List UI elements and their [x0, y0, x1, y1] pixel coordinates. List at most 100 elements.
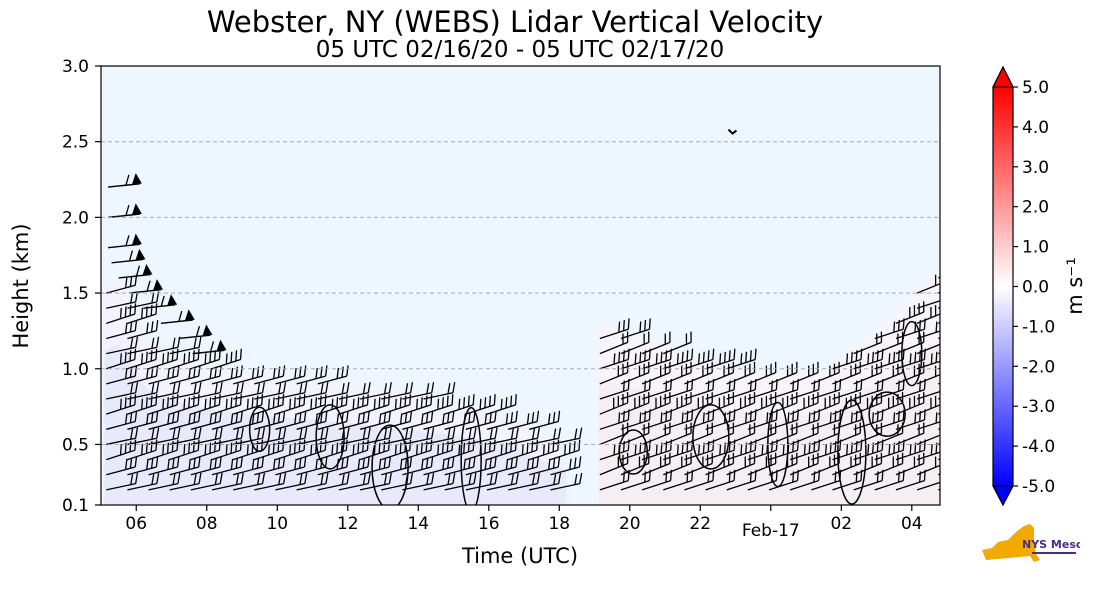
- x-axis-label: Time (UTC): [461, 544, 578, 568]
- wind-barb: [127, 456, 159, 476]
- contour-line: [692, 404, 730, 470]
- wind-barb: [296, 427, 329, 446]
- wind-barb: [663, 331, 692, 355]
- wind-barb: [423, 394, 454, 415]
- y-tick-label: 3.0: [62, 57, 89, 77]
- wind-barb: [359, 394, 390, 415]
- wind-barb: [127, 336, 160, 355]
- wind-barb: [106, 394, 137, 415]
- wind-barb: [381, 410, 413, 430]
- wind-barb: [402, 472, 435, 491]
- wind-barb: [275, 456, 307, 476]
- wind-barb: [317, 382, 350, 400]
- x-tick-label: 04: [901, 514, 923, 534]
- wind-barb: [275, 394, 306, 415]
- x-tick-label: 08: [196, 514, 218, 534]
- wind-barb: [359, 410, 392, 430]
- wind-barb: [663, 392, 692, 415]
- wind-barb: [916, 412, 940, 430]
- wind-barbs: [106, 173, 940, 491]
- wind-barb: [916, 479, 940, 491]
- wind-barb: [169, 456, 201, 476]
- new-york-state-shape-icon: [982, 524, 1040, 562]
- wind-barb: [832, 361, 861, 385]
- wind-barb: [106, 336, 139, 355]
- wind-barb: [338, 439, 369, 461]
- wind-barb: [106, 410, 138, 430]
- wind-barb: [296, 382, 329, 400]
- wind-flag-barb: [118, 263, 153, 279]
- wind-barb: [211, 439, 242, 461]
- colorbar-tick-label: 0.0: [1022, 278, 1049, 298]
- wind-barb: [916, 298, 940, 309]
- wind-flag-barb: [111, 248, 146, 264]
- contour-line: [901, 320, 923, 387]
- plot-frame: [100, 65, 941, 506]
- wind-barb: [254, 394, 285, 415]
- x-tick-label: 06: [125, 514, 147, 534]
- contour-line: [618, 429, 649, 475]
- wind-barb: [190, 394, 221, 415]
- chart-title: Webster, NY (WEBS) Lidar Vertical Veloci…: [207, 5, 823, 39]
- y-tick-label: 1.5: [62, 284, 89, 304]
- wind-barb: [211, 472, 244, 491]
- wind-barb: [620, 392, 650, 415]
- wind-flag-barb: [178, 324, 213, 340]
- contour-line: [460, 406, 482, 505]
- wind-barb: [254, 427, 287, 446]
- wind-barb: [423, 472, 456, 491]
- wind-barb: [338, 472, 371, 491]
- wind-barb: [811, 392, 840, 415]
- wind-barb: [211, 382, 244, 400]
- wind-barb: [705, 361, 735, 385]
- wind-flag-barb: [129, 279, 164, 294]
- wind-barb: [444, 427, 477, 446]
- wind-barb: [465, 394, 496, 415]
- x-tick-label: 22: [689, 514, 711, 534]
- y-axis-label: Height (km): [9, 223, 33, 348]
- colorbar-tick-label: -4.0: [1022, 437, 1055, 457]
- isolated-return: [727, 128, 738, 135]
- wind-barb: [705, 348, 736, 370]
- wind-barb: [296, 410, 328, 430]
- wind-barb: [599, 318, 630, 340]
- wind-barb: [317, 394, 348, 415]
- wind-barb: [275, 410, 307, 430]
- wind-barb: [916, 351, 940, 370]
- nys-mesonet-logo: NYS Mesonet: [982, 524, 1080, 562]
- wind-barb: [916, 424, 940, 446]
- wind-barb: [190, 439, 221, 461]
- wind-barb: [211, 348, 242, 370]
- colorbar-tick-label: -3.0: [1022, 397, 1055, 417]
- wind-barb: [211, 394, 242, 415]
- wind-barb: [169, 427, 202, 446]
- wind-barb: [190, 382, 223, 400]
- wind-barb: [486, 427, 519, 446]
- wind-flag-barb: [107, 173, 142, 188]
- wind-barb: [127, 439, 158, 461]
- wind-barb: [486, 472, 519, 491]
- colorbar-min-extend: [992, 485, 1014, 507]
- wind-barb: [148, 365, 180, 385]
- x-tick-label: 02: [830, 514, 852, 534]
- wind-barb: [789, 361, 819, 385]
- wind-barb: [641, 452, 671, 476]
- wind-barb: [423, 427, 456, 446]
- wind-flag-barb: [192, 339, 227, 355]
- wind-barb: [233, 382, 266, 400]
- wind-barb: [106, 382, 139, 400]
- wind-barb: [832, 348, 863, 370]
- wind-barb: [106, 319, 138, 340]
- wind-barb: [684, 348, 715, 370]
- wind-barb: [508, 472, 540, 491]
- x-tick-label: 20: [619, 514, 641, 534]
- wind-barb: [726, 392, 756, 415]
- wind-barb: [169, 336, 202, 355]
- wind-flag-barb: [107, 203, 142, 219]
- chart-subtitle: 05 UTC 02/16/20 - 05 UTC 02/17/20: [316, 37, 725, 63]
- colorbar-tick-label: 4.0: [1022, 118, 1049, 138]
- wind-barb: [663, 348, 694, 370]
- x-axis: 06 08 10 12 14 16 18 20 22 Feb-17 02 04: [125, 505, 923, 541]
- wind-barb: [211, 410, 243, 430]
- wind-barb: [402, 382, 435, 400]
